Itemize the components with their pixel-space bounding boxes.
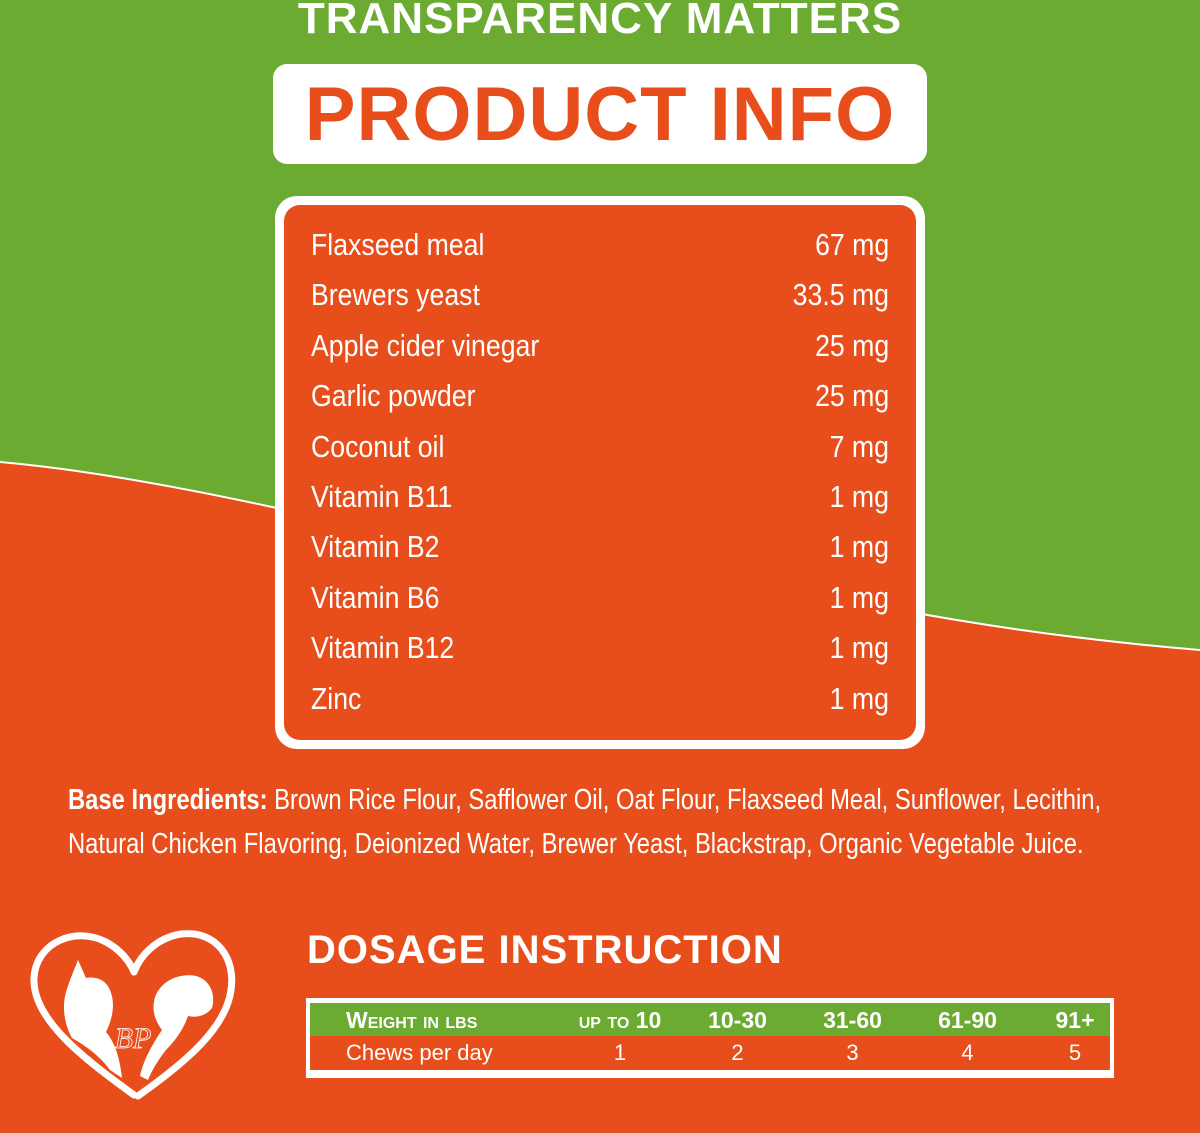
ingredient-row: Vitamin B11 1 mg — [311, 472, 889, 522]
ingredient-row: Vitamin B2 1 mg — [311, 522, 889, 572]
ingredient-amount: 67 mg — [814, 227, 889, 262]
ingredient-row: Flaxseed meal 67 mg — [311, 220, 889, 270]
ingredient-row: Brewers yeast 33.5 mg — [311, 270, 889, 320]
ingredient-name: Garlic powder — [311, 378, 476, 413]
dosage-table: Weight in lbs up to 10 10-30 31-60 61-90… — [306, 998, 1114, 1078]
base-ingredients: Base Ingredients: Brown Rice Flour, Saff… — [68, 778, 1178, 866]
dosage-title: DOSAGE INSTRUCTION — [307, 928, 783, 972]
ingredient-name: Vitamin B11 — [311, 479, 453, 514]
banner-title: PRODUCT INFO — [304, 71, 896, 157]
ingredient-row: Zinc 1 mg — [311, 674, 889, 724]
ingredient-row: Garlic powder 25 mg — [311, 371, 889, 421]
product-info-banner: PRODUCT INFO — [273, 64, 927, 164]
ingredient-row: Vitamin B12 1 mg — [311, 623, 889, 673]
weight-col: 31-60 — [823, 1007, 882, 1033]
ingredient-name: Flaxseed meal — [311, 227, 485, 262]
ingredient-amount: 1 mg — [829, 479, 889, 514]
ingredient-amount: 7 mg — [829, 429, 889, 464]
heart-pets-logo-icon: BP — [30, 930, 236, 1100]
ingredient-row: Vitamin B6 1 mg — [311, 573, 889, 623]
ingredient-amount: 25 mg — [814, 378, 889, 413]
ingredient-name: Zinc — [311, 681, 362, 716]
dog-silhouette — [140, 975, 214, 1080]
ingredient-name: Apple cider vinegar — [311, 328, 540, 363]
ingredient-name: Brewers yeast — [311, 277, 480, 312]
ingredient-amount: 33.5 mg — [792, 277, 889, 312]
base-ingredients-text: Brown Rice Flour, Safflower Oil, Oat Flo… — [68, 784, 1102, 860]
ingredient-row: Apple cider vinegar 25 mg — [311, 321, 889, 371]
ingredient-name: Coconut oil — [311, 429, 445, 464]
weight-label: Weight in lbs — [346, 1007, 478, 1033]
dosage-header-row: Weight in lbs up to 10 10-30 31-60 61-90… — [310, 1003, 1110, 1037]
weight-col: up to 10 — [578, 1007, 662, 1033]
ingredients-list: Flaxseed meal 67 mg Brewers yeast 33.5 m… — [284, 205, 916, 740]
chews-value: 3 — [846, 1040, 859, 1065]
logo-monogram: BP — [115, 1022, 152, 1055]
weight-col: 91+ — [1055, 1007, 1095, 1033]
kicker-title: TRANSPARENCY MATTERS — [297, 0, 903, 43]
base-ingredients-label: Base Ingredients: — [68, 784, 268, 816]
chews-row: Chews per day 1 2 3 4 5 — [310, 1036, 1110, 1070]
chews-label: Chews per day — [346, 1040, 493, 1065]
ingredients-panel: Flaxseed meal 67 mg Brewers yeast 33.5 m… — [275, 196, 925, 749]
ingredient-name: Vitamin B2 — [311, 529, 440, 564]
ingredient-name: Vitamin B6 — [311, 580, 440, 615]
chews-value: 4 — [961, 1040, 974, 1065]
ingredient-amount: 1 mg — [829, 580, 889, 615]
ingredient-name: Vitamin B12 — [311, 630, 455, 665]
weight-col: 61-90 — [938, 1007, 997, 1033]
chews-value: 1 — [613, 1040, 627, 1065]
ingredient-amount: 1 mg — [829, 630, 889, 665]
cat-silhouette — [64, 960, 122, 1078]
ingredient-row: Coconut oil 7 mg — [311, 422, 889, 472]
ingredient-amount: 1 mg — [829, 681, 889, 716]
chews-value: 2 — [731, 1040, 744, 1065]
chews-value: 5 — [1068, 1040, 1082, 1065]
ingredient-amount: 25 mg — [814, 328, 889, 363]
ingredient-amount: 1 mg — [829, 529, 889, 564]
weight-col: 10-30 — [708, 1007, 767, 1033]
